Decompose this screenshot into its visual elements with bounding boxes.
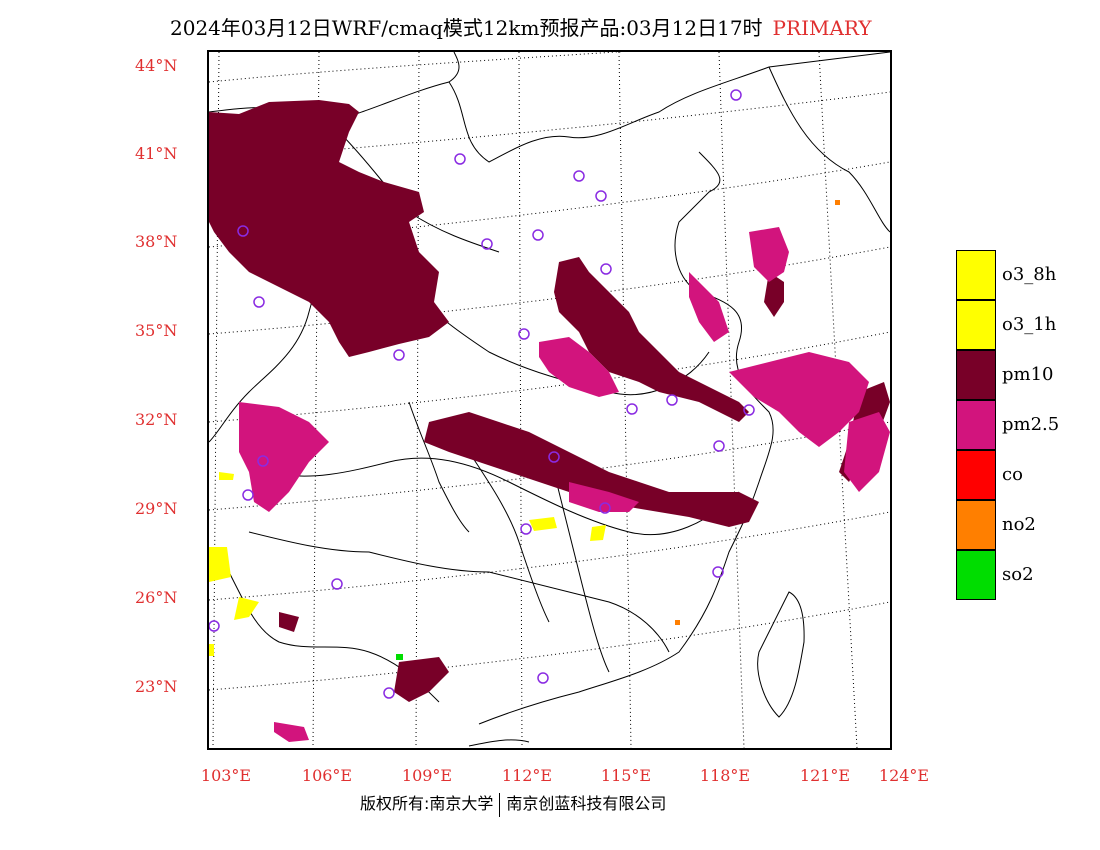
lon-label-112e: 112°E bbox=[501, 766, 553, 785]
lat-label-35n: 35°N bbox=[135, 321, 178, 340]
o3-regions bbox=[209, 472, 606, 656]
legend-label: o3_1h bbox=[1002, 314, 1057, 335]
so2-marker bbox=[396, 654, 403, 660]
legend-swatch bbox=[956, 300, 996, 350]
lon-label-121e: 121°E bbox=[799, 766, 851, 785]
lat-label-44n: 44°N bbox=[135, 56, 178, 75]
legend-label: co bbox=[1002, 464, 1023, 485]
lat-label-26n: 26°N bbox=[135, 588, 178, 607]
lon-label-106e: 106°E bbox=[301, 766, 353, 785]
legend-label: pm2.5 bbox=[1002, 414, 1060, 435]
legend-label: pm10 bbox=[1002, 364, 1054, 385]
legend-swatch bbox=[956, 250, 996, 300]
copyright-company: 南京创蓝科技有限公司 bbox=[506, 794, 667, 813]
title-text: 2024年03月12日WRF/cmaq模式12km预报产品:03月12日17时 bbox=[170, 16, 763, 40]
legend-swatch bbox=[956, 550, 996, 600]
legend-swatch bbox=[956, 450, 996, 500]
lon-label-124e: 124°E bbox=[878, 766, 930, 785]
copyright-owner: 版权所有:南京大学 bbox=[360, 794, 494, 813]
legend-label: so2 bbox=[1002, 564, 1034, 585]
lon-label-115e: 115°E bbox=[600, 766, 652, 785]
legend-label: o3_8h bbox=[1002, 264, 1057, 285]
legend-swatch bbox=[956, 400, 996, 450]
no2-marker bbox=[675, 620, 680, 625]
lon-label-103e: 103°E bbox=[200, 766, 252, 785]
lat-label-41n: 41°N bbox=[135, 144, 178, 163]
lat-label-32n: 32°N bbox=[135, 410, 178, 429]
map-canvas bbox=[208, 31, 891, 749]
pm25-regions bbox=[239, 227, 890, 742]
map-area bbox=[207, 31, 892, 750]
lon-label-109e: 109°E bbox=[401, 766, 453, 785]
map-title: 2024年03月12日WRF/cmaq模式12km预报产品:03月12日17时 P… bbox=[170, 12, 872, 41]
lat-label-38n: 38°N bbox=[135, 232, 178, 251]
lat-label-23n: 23°N bbox=[135, 677, 178, 696]
legend-swatch bbox=[956, 350, 996, 400]
lon-label-118e: 118°E bbox=[699, 766, 751, 785]
copyright-footer: 版权所有:南京大学 南京创蓝科技有限公司 bbox=[360, 790, 666, 817]
lat-label-29n: 29°N bbox=[135, 499, 178, 518]
no2-marker bbox=[835, 200, 840, 205]
station-markers bbox=[208, 89, 755, 699]
legend-swatch bbox=[956, 500, 996, 550]
legend-label: no2 bbox=[1002, 514, 1036, 535]
title-primary-tag: PRIMARY bbox=[772, 16, 872, 40]
footer-separator bbox=[499, 792, 501, 817]
